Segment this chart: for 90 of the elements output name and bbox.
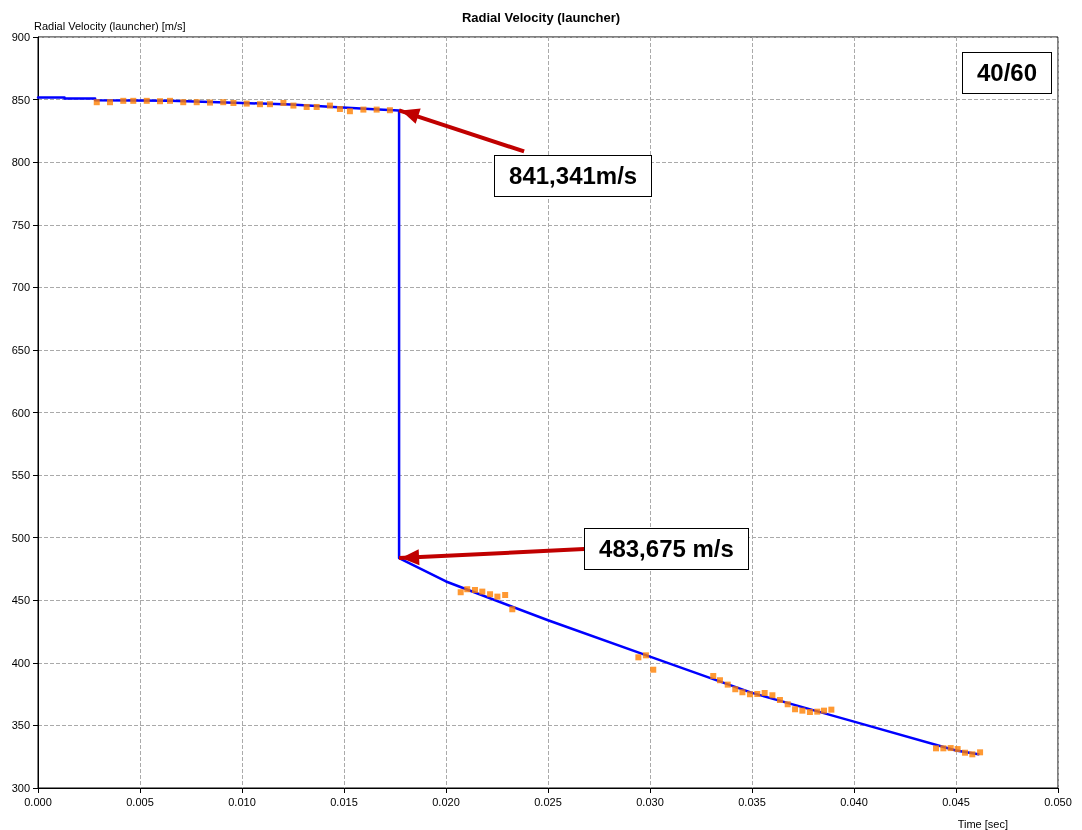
point [494, 593, 501, 600]
point [642, 652, 649, 659]
point [977, 749, 984, 756]
point [732, 686, 739, 693]
x-tick-label: 0.010 [228, 795, 256, 808]
point [784, 701, 791, 708]
y-tick-label: 900 [11, 31, 30, 43]
x-tick-label: 0.045 [942, 795, 970, 808]
point [799, 707, 806, 714]
y-axis-title: Radial Velocity (launcher) [m/s] [34, 20, 186, 33]
point [969, 751, 976, 758]
point [769, 692, 776, 699]
point [120, 97, 127, 104]
point [313, 103, 320, 110]
point [933, 745, 940, 752]
point [947, 745, 954, 752]
point [940, 745, 947, 752]
y-tick-label: 500 [11, 531, 30, 544]
point [346, 108, 353, 115]
point [93, 99, 100, 106]
annotation: 841,341m/s [494, 155, 653, 198]
y-tick-label: 550 [11, 469, 30, 482]
point [502, 591, 509, 598]
point [471, 586, 478, 593]
point [266, 101, 273, 108]
y-tick-label: 850 [11, 93, 30, 106]
point [776, 697, 783, 704]
y-tick-label: 750 [11, 218, 30, 231]
point [754, 691, 761, 697]
point [710, 672, 717, 679]
point [180, 99, 187, 106]
x-tick-label: 0.050 [1044, 795, 1072, 808]
point [479, 588, 486, 595]
point [326, 102, 333, 109]
x-tick-label: 0.000 [24, 795, 52, 808]
x-tick-label: 0.020 [432, 795, 460, 808]
point [336, 105, 343, 112]
y-tick-label: 400 [11, 656, 30, 669]
point [206, 99, 213, 106]
x-tick-label: 0.025 [534, 795, 562, 808]
point [290, 102, 297, 109]
y-tick-label: 600 [11, 406, 30, 419]
point [464, 586, 471, 593]
point [386, 107, 393, 114]
y-tick-label: 700 [11, 281, 30, 294]
y-tick-label: 650 [11, 343, 30, 356]
point [509, 606, 516, 613]
x-tick-label: 0.030 [636, 795, 664, 808]
point [821, 707, 828, 714]
point [220, 99, 227, 106]
point [360, 106, 367, 113]
point [280, 99, 287, 106]
point [256, 101, 263, 108]
point [143, 97, 150, 104]
y-tick-label: 300 [11, 782, 30, 794]
point [373, 106, 380, 113]
point [761, 690, 768, 696]
chart-title: Radial Velocity (launcher) [461, 10, 621, 25]
point [243, 100, 250, 107]
point [303, 103, 310, 110]
point [457, 589, 464, 596]
point [814, 708, 821, 715]
x-tick-label: 0.005 [126, 795, 154, 808]
point [107, 99, 114, 106]
point [954, 746, 961, 753]
point [961, 749, 968, 756]
point [724, 681, 731, 688]
point [650, 666, 657, 673]
annotation: 40/60 [961, 52, 1052, 94]
y-tick-label: 450 [11, 594, 30, 607]
annotation: 483,675 m/s [584, 528, 749, 571]
point [739, 689, 746, 696]
x-tick-label: 0.035 [738, 795, 766, 808]
point [193, 99, 200, 106]
point [716, 677, 723, 684]
point [130, 97, 137, 104]
x-axis-title: Time [sec] [957, 817, 1008, 830]
y-tick-label: 800 [11, 156, 30, 169]
point [792, 706, 799, 713]
point [635, 654, 642, 661]
point [828, 706, 835, 713]
x-tick-label: 0.040 [840, 795, 868, 808]
point [746, 691, 753, 698]
point [230, 99, 237, 106]
point [806, 709, 813, 716]
y-tick-label: 350 [11, 719, 30, 732]
point [487, 591, 494, 598]
point [166, 97, 173, 104]
x-tick-label: 0.015 [330, 795, 358, 808]
point [156, 98, 163, 105]
